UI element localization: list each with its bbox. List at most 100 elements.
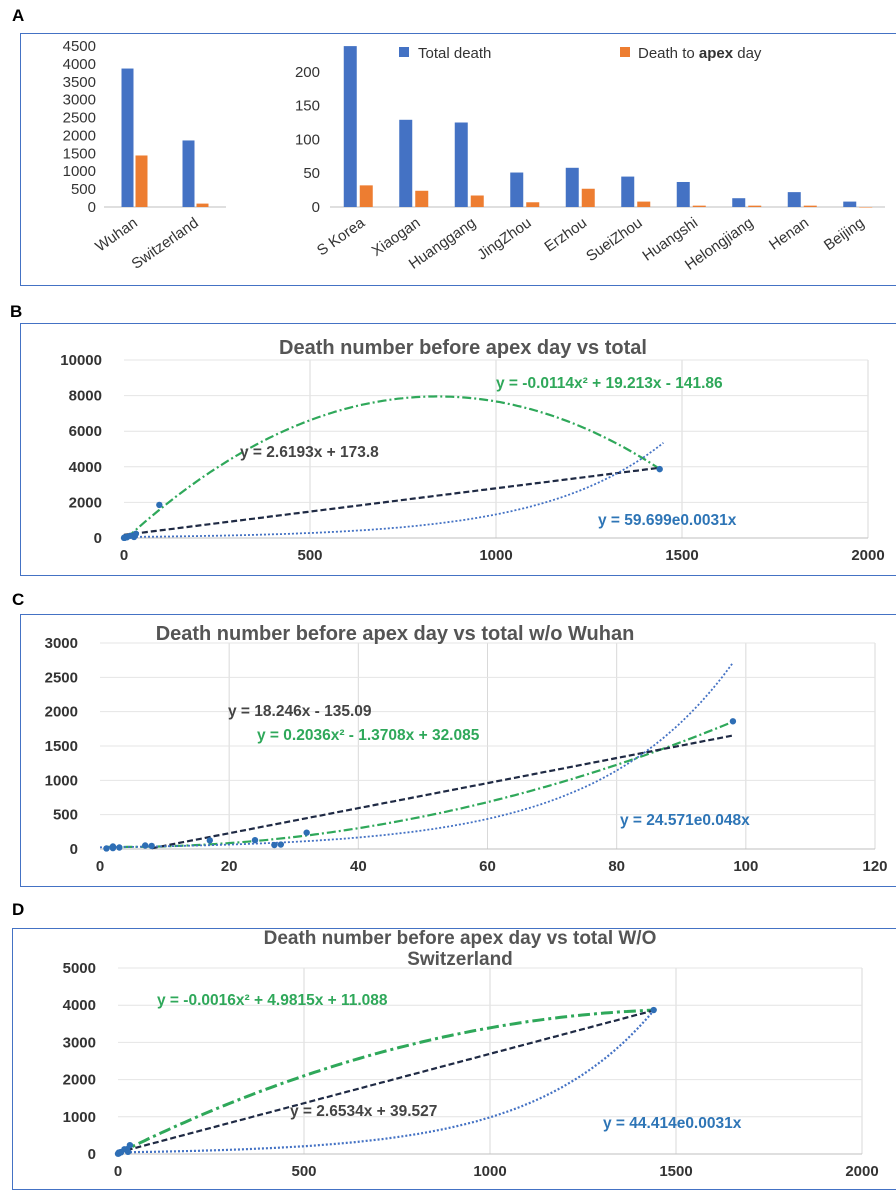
data-point [124, 1148, 132, 1156]
x-tick-label: 1000 [473, 1163, 506, 1180]
y-tick-label: 500 [71, 181, 96, 198]
x-tick-label: Switzerland [129, 214, 202, 272]
y-tick-label: 3000 [63, 92, 96, 109]
data-point [729, 718, 737, 725]
legend-swatch-total [399, 47, 409, 57]
y-tick-label: 150 [295, 98, 320, 115]
legend-label-apex: Death to apex day [638, 45, 762, 62]
y-tick-label: 2000 [45, 704, 78, 721]
data-point [142, 842, 149, 849]
panel-c-chart: 0 20 40 60 80 100 120 0 500 1000 1500 2000 2500 3000 D… [45, 623, 888, 875]
panel-d-frame [12, 928, 896, 1190]
x-tick-label: 2000 [845, 1163, 878, 1180]
bar [510, 172, 524, 207]
x-tick-label: Erzhou [541, 214, 590, 255]
x-tick-label: 100 [733, 858, 758, 875]
bar [621, 176, 635, 207]
equation-linear: y = 2.6534x + 39.527 [290, 1103, 437, 1120]
trendline-exponential [124, 442, 664, 538]
y-tick-label: 0 [88, 199, 96, 216]
x-tick-label: 2000 [851, 547, 884, 564]
data-point [109, 844, 117, 852]
bar [182, 140, 195, 207]
data-point [650, 1006, 657, 1014]
y-tick-label: 0 [312, 199, 320, 216]
chart-title-line1: Death number before apex day vs total W/… [264, 928, 657, 949]
y-tick-label: 1000 [63, 163, 96, 180]
bar [581, 188, 595, 207]
x-tick-label: S Korea [314, 214, 369, 259]
bar [787, 192, 801, 207]
bar [454, 122, 468, 207]
y-tick-label: 50 [303, 165, 320, 182]
y-tick-label: 100 [295, 131, 320, 148]
bar [859, 207, 873, 208]
trendline-linear [123, 466, 660, 536]
equation-exp: y = 59.699e0.0031x [598, 512, 737, 529]
y-tick-label: 1500 [45, 738, 78, 755]
trendline-exponential [118, 1007, 657, 1154]
x-tick-label: Beijing [821, 214, 868, 254]
equation-quad: y = 0.2036x² - 1.3708x + 32.085 [257, 727, 480, 744]
data-point [206, 837, 213, 844]
trendline-linear [117, 1009, 654, 1154]
y-tick-label: 3000 [63, 1034, 96, 1051]
x-tick-label: 1500 [659, 1163, 692, 1180]
x-tick-label: 500 [297, 547, 322, 564]
data-point [130, 533, 138, 541]
y-tick-label: 1000 [63, 1109, 96, 1126]
x-tick-label: 40 [350, 858, 367, 875]
panel-label-d: D [12, 900, 25, 919]
equation-exp: y = 44.414e0.0031x [603, 1115, 742, 1132]
y-tick-label: 500 [53, 807, 78, 824]
bar [470, 195, 484, 207]
panel-label-b: B [10, 302, 23, 321]
x-tick-label: 120 [862, 858, 887, 875]
bar [692, 205, 706, 207]
y-tick-label: 0 [94, 530, 102, 547]
panel-label-a: A [12, 6, 25, 25]
data-point [271, 841, 278, 849]
x-tick-label: 500 [291, 1163, 316, 1180]
panel-d-chart: 0 500 1000 1500 2000 0 1000 2000 3000 4000 5000 Dea… [63, 928, 879, 1180]
y-tick-label: 4000 [63, 997, 96, 1014]
x-tick-label: 80 [608, 858, 625, 875]
x-tick-label: 1000 [479, 547, 512, 564]
y-tick-label: 10000 [60, 352, 102, 369]
panel-a-chart: 050010001500200025003000350040004500Wuha… [63, 38, 885, 274]
x-tick-label: 60 [479, 858, 496, 875]
data-point [656, 465, 663, 473]
chart-title: Death number before apex day vs total [279, 337, 647, 359]
y-tick-label: 200 [295, 64, 320, 81]
trendline-quadratic [106, 720, 734, 849]
data-point [156, 501, 163, 509]
bar [565, 167, 579, 207]
data-point [148, 842, 155, 850]
bar [359, 185, 373, 207]
y-tick-label: 2500 [63, 110, 96, 127]
y-tick-label: 8000 [69, 388, 102, 405]
legend-label-total: Total death [418, 45, 491, 62]
equation-linear: y = 18.246x - 135.09 [228, 703, 372, 720]
bar [803, 205, 817, 207]
y-tick-label: 6000 [69, 423, 102, 440]
equation-linear: y = 2.6193x + 173.8 [240, 444, 379, 461]
bar [415, 190, 429, 207]
data-point [114, 1150, 122, 1157]
x-tick-label: SueiZhou [583, 214, 645, 265]
y-tick-label: 2000 [63, 127, 96, 144]
data-point [120, 534, 128, 542]
y-tick-label: 5000 [63, 960, 96, 977]
bar [637, 201, 651, 207]
x-tick-label: 0 [120, 547, 128, 564]
equation-quad: y = -0.0016x² + 4.9815x + 11.088 [157, 992, 388, 1009]
x-tick-label: Henan [766, 214, 812, 253]
y-tick-label: 4500 [63, 38, 96, 55]
bar [135, 155, 148, 207]
legend-swatch-apex [620, 47, 630, 57]
panel-label-c: C [12, 590, 25, 609]
x-tick-label: 0 [114, 1163, 122, 1180]
y-tick-label: 1000 [45, 772, 78, 789]
y-tick-label: 0 [88, 1146, 96, 1163]
